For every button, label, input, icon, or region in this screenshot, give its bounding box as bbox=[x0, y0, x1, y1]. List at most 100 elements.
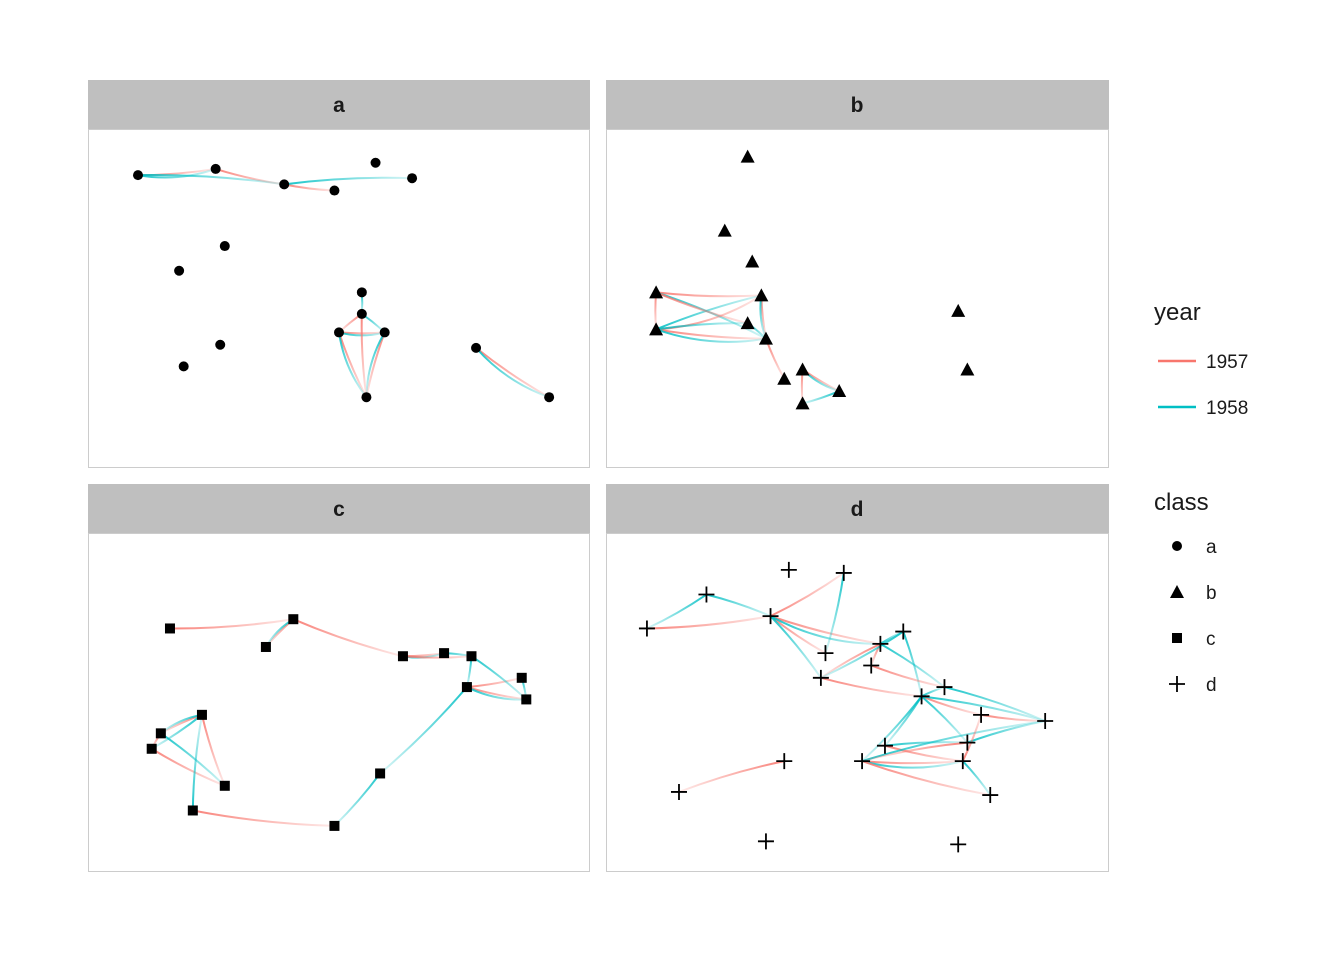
edge-b-3-1958 bbox=[655, 294, 762, 331]
node-c-15 bbox=[375, 768, 386, 779]
node-b-5 bbox=[740, 316, 755, 330]
facet-strip-label-a: a bbox=[333, 94, 345, 117]
node-d-9 bbox=[812, 669, 829, 686]
edge-d-7-1958 bbox=[769, 615, 822, 679]
edge-d-29-1958 bbox=[962, 760, 992, 796]
node-d-17 bbox=[954, 753, 971, 770]
edge-a-15-1957 bbox=[360, 313, 368, 398]
node-a-6 bbox=[219, 241, 230, 252]
node-d-18 bbox=[776, 753, 793, 770]
node-d-19 bbox=[670, 783, 687, 800]
facet-strip-d bbox=[606, 484, 1109, 533]
edge-a-17-1958 bbox=[475, 347, 550, 399]
edge-d-14-1958 bbox=[902, 631, 923, 697]
edge-d-0-1958 bbox=[646, 593, 708, 630]
edge-a-16-1957 bbox=[475, 347, 550, 399]
edge-a-13-1957 bbox=[365, 332, 386, 398]
edge-a-14-1958 bbox=[365, 331, 386, 398]
node-d-15 bbox=[876, 737, 893, 754]
node-d-6 bbox=[872, 635, 889, 652]
facet-panel-a: a bbox=[88, 80, 590, 468]
node-b-9 bbox=[795, 362, 810, 376]
edge-d-1-1958 bbox=[706, 593, 771, 618]
node-a-16 bbox=[544, 392, 555, 403]
facet-plot-area-d bbox=[638, 561, 1054, 853]
facet-border-a bbox=[88, 129, 590, 468]
edge-d-35-1957 bbox=[961, 714, 983, 762]
node-b-3 bbox=[649, 285, 664, 299]
edge-d-31-1958 bbox=[861, 720, 1046, 763]
edge-a-5-1958 bbox=[284, 176, 413, 186]
node-d-4 bbox=[762, 608, 779, 625]
node-d-13 bbox=[1037, 713, 1054, 730]
node-d-7 bbox=[895, 623, 912, 640]
edge-a-11-1957 bbox=[338, 332, 368, 398]
node-b-12 bbox=[951, 303, 966, 317]
node-b-0 bbox=[740, 149, 755, 163]
node-d-8 bbox=[863, 657, 880, 674]
node-d-20 bbox=[982, 787, 999, 804]
legend-year-label-1957: 1957 bbox=[1206, 352, 1248, 373]
node-c-10 bbox=[155, 728, 166, 739]
node-d-10 bbox=[936, 679, 953, 696]
node-d-2 bbox=[698, 586, 715, 603]
edge-d-2-1957 bbox=[646, 615, 771, 630]
legend-class-key-d bbox=[1169, 676, 1185, 692]
edge-d-8-1958 bbox=[824, 572, 845, 654]
node-d-21 bbox=[757, 833, 774, 850]
facet-border-b bbox=[606, 129, 1109, 468]
edge-b-6-1958 bbox=[655, 328, 767, 343]
facet-plot-area-a bbox=[132, 157, 555, 403]
node-a-0 bbox=[132, 170, 143, 181]
node-c-12 bbox=[219, 780, 230, 791]
node-c-1 bbox=[288, 614, 299, 625]
node-d-0 bbox=[780, 561, 797, 578]
node-a-11 bbox=[379, 327, 390, 338]
facet-plot-area-b bbox=[649, 149, 975, 410]
node-b-4 bbox=[754, 288, 769, 302]
node-b-13 bbox=[960, 362, 975, 376]
node-a-7 bbox=[174, 265, 185, 276]
edge-d-33-1957 bbox=[678, 760, 785, 793]
node-d-16 bbox=[854, 753, 871, 770]
legend-class-key-c bbox=[1172, 633, 1182, 643]
node-c-13 bbox=[187, 805, 198, 816]
node-a-13 bbox=[178, 361, 189, 372]
edge-b-0-1957 bbox=[655, 291, 762, 298]
facet-border-c bbox=[88, 533, 590, 872]
node-c-7 bbox=[516, 672, 527, 683]
facet-strip-b bbox=[606, 80, 1109, 129]
node-c-4 bbox=[439, 648, 450, 659]
node-c-6 bbox=[461, 682, 472, 693]
edge-d-18-1957 bbox=[921, 695, 982, 716]
node-a-15 bbox=[471, 342, 482, 353]
node-a-2 bbox=[279, 179, 290, 190]
edge-c-16-1957 bbox=[192, 809, 335, 827]
node-b-10 bbox=[832, 384, 847, 398]
edge-c-0-1957 bbox=[169, 618, 294, 630]
node-d-22 bbox=[950, 836, 967, 853]
edge-c-7-1957 bbox=[402, 655, 472, 659]
facet-panel-c: c bbox=[88, 484, 590, 872]
edge-c-23-1958 bbox=[191, 714, 203, 811]
edge-a-3-1958 bbox=[137, 173, 285, 186]
node-c-0 bbox=[164, 623, 175, 634]
legend-year-label-1958: 1958 bbox=[1206, 398, 1248, 419]
edge-d-28-1957 bbox=[861, 760, 991, 797]
node-a-10 bbox=[334, 327, 344, 338]
facet-plot-area-c bbox=[146, 614, 532, 831]
node-a-9 bbox=[356, 308, 367, 319]
edge-b-5-1957 bbox=[655, 328, 766, 340]
node-d-5 bbox=[817, 645, 834, 662]
node-d-1 bbox=[835, 564, 852, 581]
node-d-14 bbox=[959, 734, 976, 751]
edge-d-6-1958 bbox=[770, 615, 881, 645]
edge-d-34-1958 bbox=[967, 720, 1046, 744]
node-a-12 bbox=[215, 339, 226, 350]
facet-panel-d: d bbox=[606, 484, 1109, 872]
edge-c-14-1958 bbox=[379, 686, 468, 775]
facet-strip-label-b: b bbox=[851, 94, 864, 117]
node-d-11 bbox=[913, 688, 930, 705]
legend-class-label-b: b bbox=[1206, 583, 1217, 604]
